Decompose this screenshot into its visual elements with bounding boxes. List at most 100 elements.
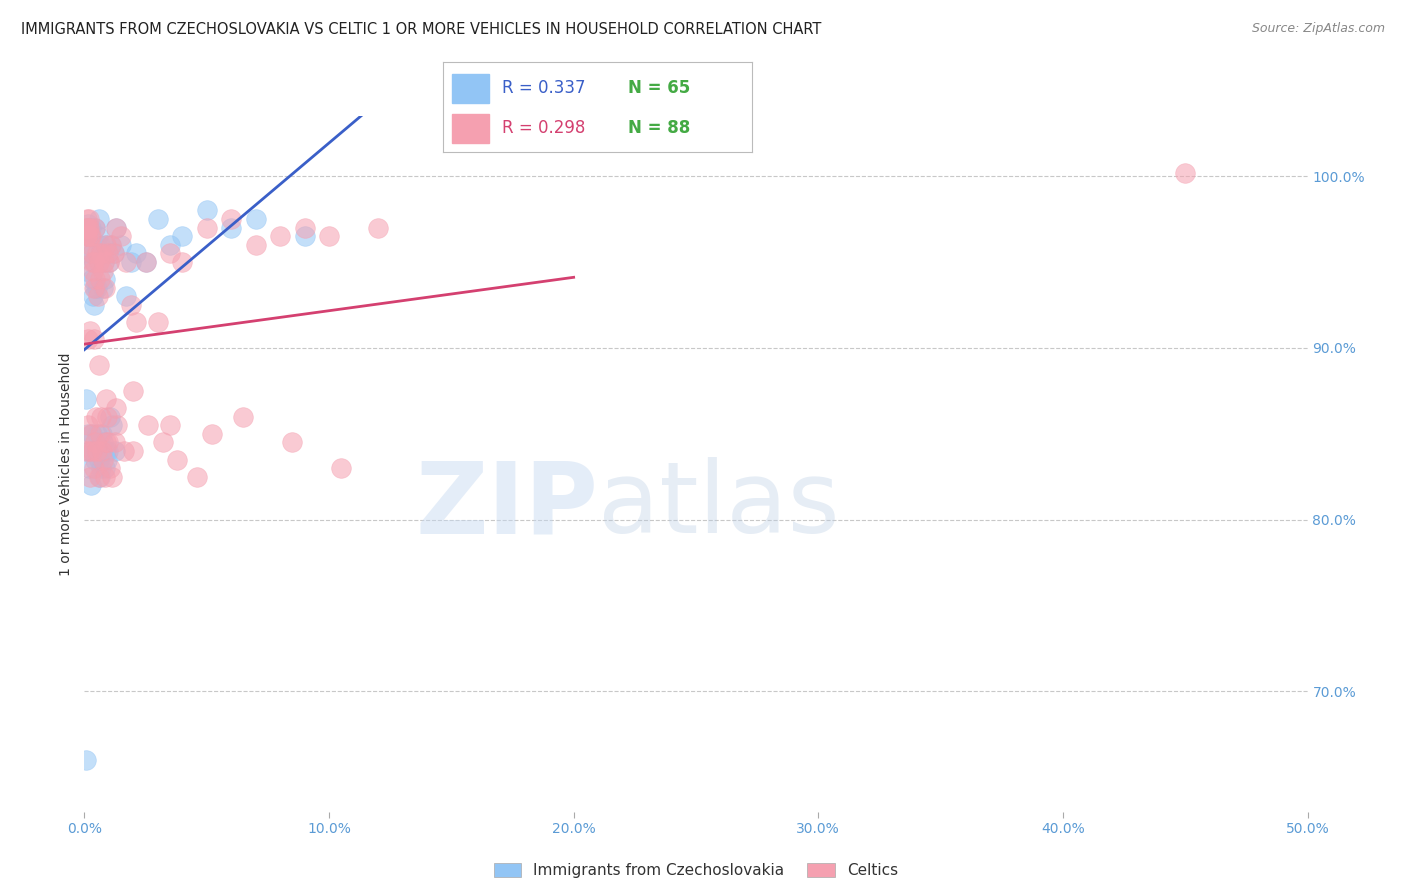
Point [152,435,174,450]
Point [120,255,142,269]
Point [90,246,112,260]
Point [83,272,105,286]
Point [79,229,101,244]
Point [83,281,105,295]
Point [80,246,103,260]
Point [101,418,124,433]
Point [104,444,127,458]
Point [79,229,101,244]
Point [77,461,100,475]
Point [75,753,97,767]
Point [83,298,105,312]
Point [83,255,105,269]
FancyBboxPatch shape [453,114,489,143]
Point [105,401,128,415]
Point [82,255,104,269]
Point [83,435,105,450]
Point [1174,166,1197,180]
Point [84,220,107,235]
Point [219,220,242,235]
Point [75,220,97,235]
Text: N = 65: N = 65 [628,79,690,97]
Point [82,263,104,277]
Point [122,384,145,398]
Point [79,444,101,458]
Point [90,461,112,475]
Point [245,237,267,252]
Point [75,263,97,277]
Point [77,224,100,238]
Point [77,220,100,235]
Point [77,217,100,231]
Point [80,220,103,235]
Point [82,444,104,458]
Point [79,324,101,338]
Point [83,281,105,295]
Point [93,461,115,475]
Text: ZIP: ZIP [415,457,598,554]
Point [281,435,304,450]
Text: N = 88: N = 88 [628,120,690,137]
Point [77,444,100,458]
Point [101,469,124,483]
Point [76,229,98,244]
Point [79,469,101,483]
Point [219,212,242,227]
Point [100,237,122,252]
Point [135,255,157,269]
Point [76,418,98,433]
Point [195,220,218,235]
Point [77,212,100,227]
Point [75,444,97,458]
Point [105,418,128,433]
Point [195,203,218,218]
Point [83,452,105,467]
Point [87,469,110,483]
Point [80,478,103,492]
Point [97,255,120,269]
Point [96,237,118,252]
Point [83,461,105,475]
Point [104,435,127,450]
Point [87,358,110,372]
Point [77,220,100,235]
Point [245,212,267,227]
Point [89,469,111,483]
Point [105,220,128,235]
Point [97,435,120,450]
Point [87,289,110,303]
Point [125,246,148,260]
Point [159,246,181,260]
Point [105,220,128,235]
Point [97,444,120,458]
Point [98,461,121,475]
Point [93,469,115,483]
Point [83,255,105,269]
Point [96,392,118,407]
Point [186,469,208,483]
Point [96,237,118,252]
Point [112,444,135,458]
Point [84,409,107,424]
Point [146,212,169,227]
Text: R = 0.298: R = 0.298 [502,120,585,137]
Point [77,332,100,346]
Point [80,426,103,441]
Point [94,435,117,450]
Point [87,452,110,467]
Point [172,255,194,269]
Point [294,220,316,235]
Point [93,255,115,269]
Point [166,452,188,467]
Point [86,246,108,260]
Point [103,246,125,260]
Legend: Immigrants from Czechoslovakia, Celtics: Immigrants from Czechoslovakia, Celtics [488,857,904,884]
Point [76,229,98,244]
Point [96,452,118,467]
Point [82,289,104,303]
Point [115,289,138,303]
Point [79,237,101,252]
Point [146,315,169,329]
Point [84,444,107,458]
Text: Source: ZipAtlas.com: Source: ZipAtlas.com [1251,22,1385,36]
